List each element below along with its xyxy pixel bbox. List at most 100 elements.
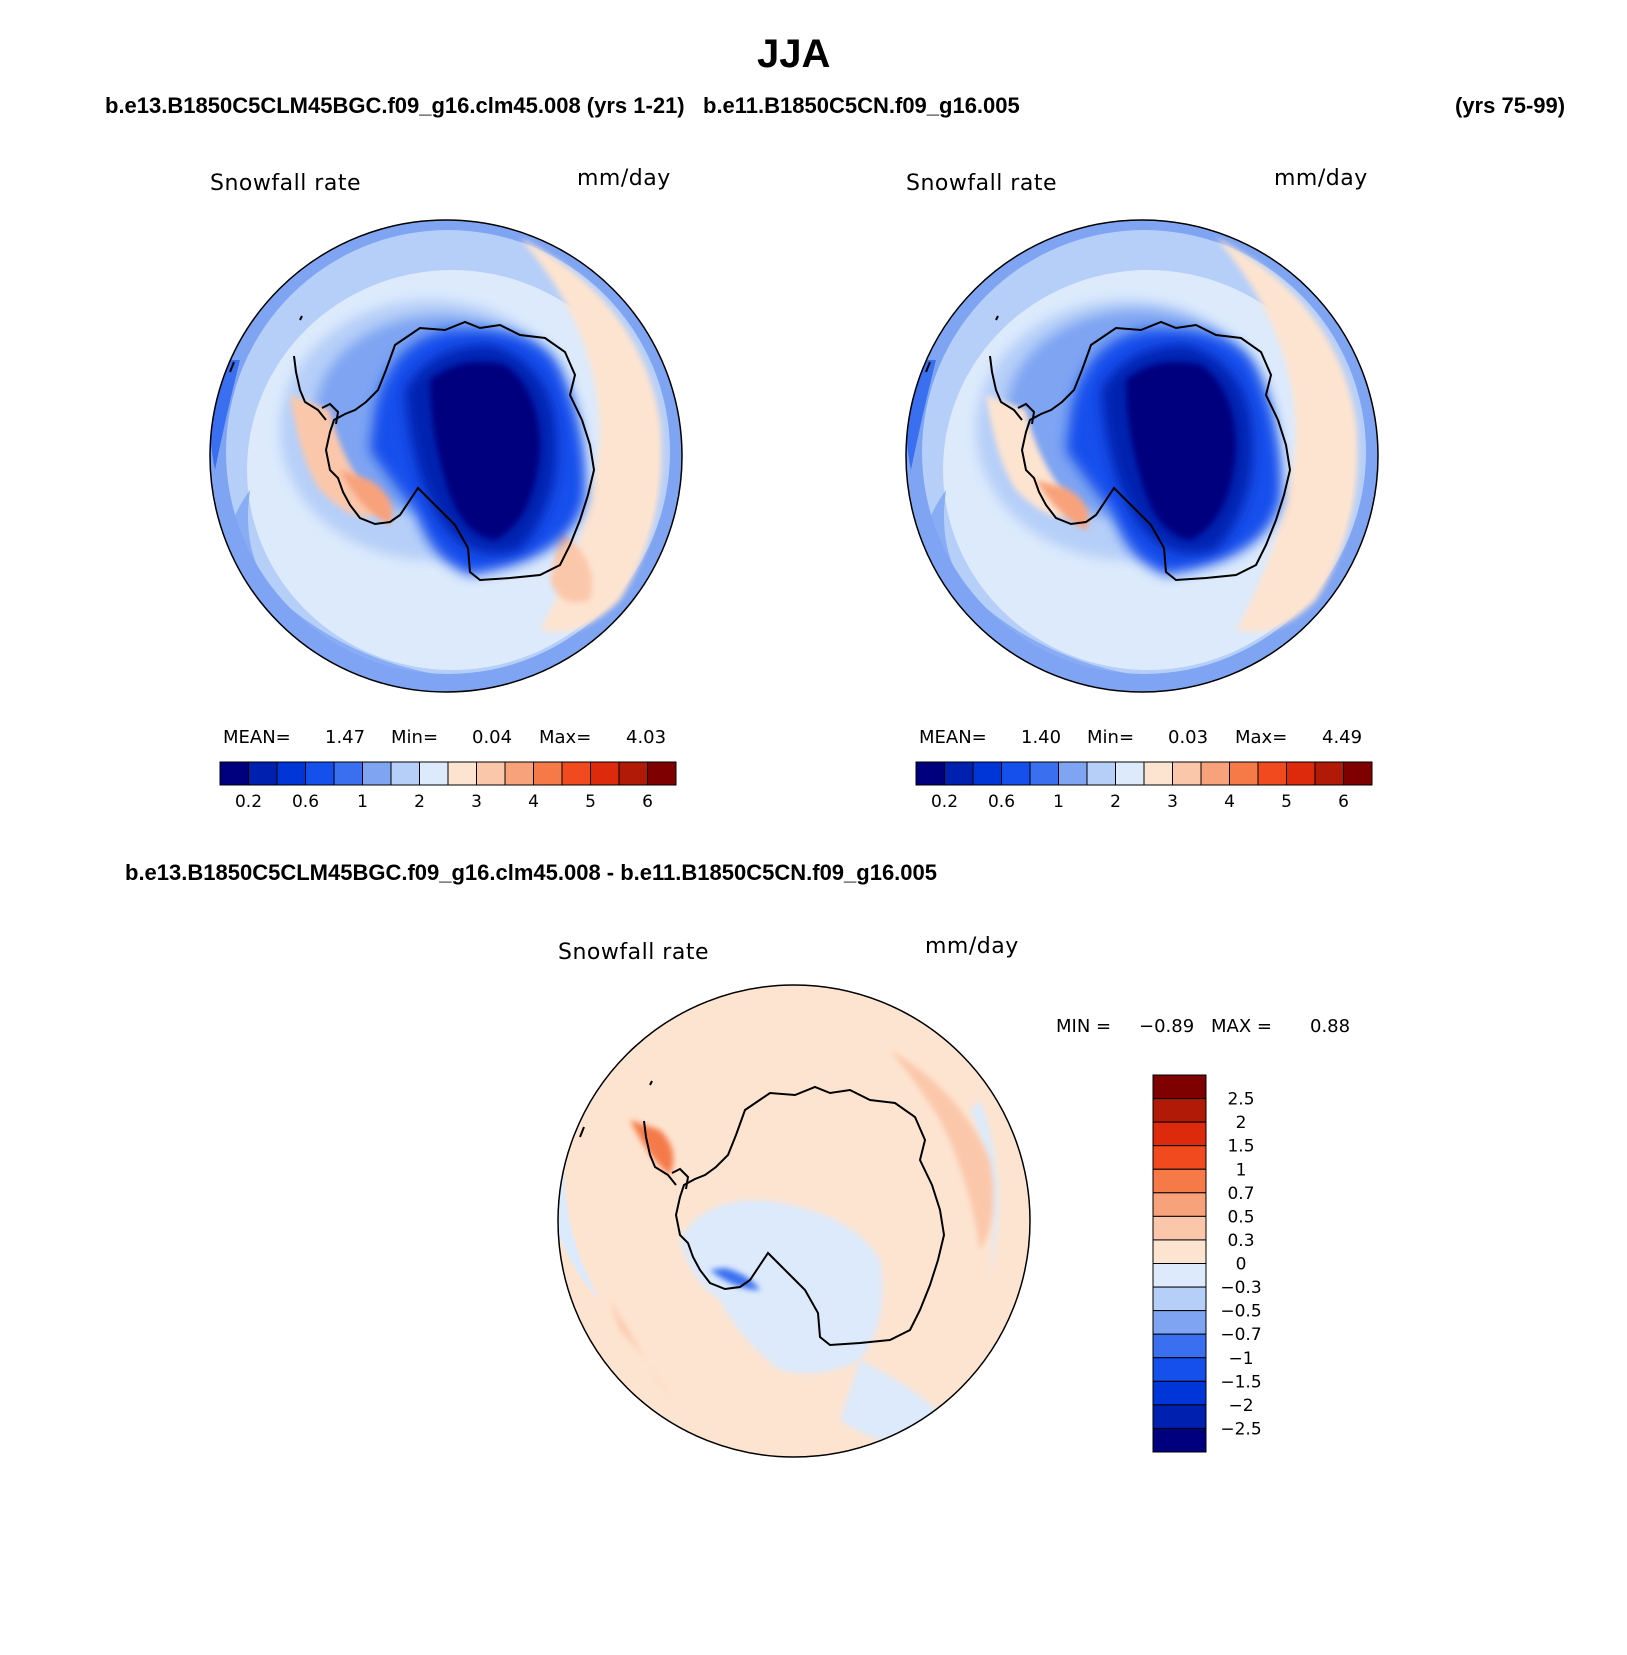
panel3-colorbar-swatch-13 xyxy=(1152,1380,1207,1406)
panel3-colorbar-tick-label: 0.5 xyxy=(1227,1207,1254,1227)
panel3-antarctica-coastline xyxy=(674,1085,946,1347)
panel3-colorbar-swatch-11 xyxy=(1152,1333,1207,1359)
panel3-colorbar-swatch-8 xyxy=(1152,1263,1207,1288)
panel3-colorbar-tick-label: 2 xyxy=(1236,1113,1247,1133)
panel2-colorbar-swatch-6 xyxy=(1086,761,1116,786)
panel1-ice-shelf-coastline xyxy=(321,402,340,425)
panel1-min-value: 0.04 xyxy=(472,727,513,748)
panel3-colorbar-swatch-3 xyxy=(1152,1145,1207,1170)
panel3-units-label: mm/day xyxy=(925,934,1019,959)
panel1-colorbar-swatch-9 xyxy=(476,761,506,786)
panel2-field-peninsula-hot xyxy=(1036,480,1089,530)
panel2-colorbar-swatch-7 xyxy=(1115,761,1145,786)
panel1-island-coastlines xyxy=(229,315,303,373)
panel3-colorbar-swatch-14 xyxy=(1152,1404,1207,1429)
panel2-colorbar-swatch-5 xyxy=(1058,761,1088,786)
panel1-max-label: Max= xyxy=(539,727,592,748)
panel3-colorbar-swatch-9 xyxy=(1152,1286,1207,1312)
panel1-mean-label: MEAN= xyxy=(223,727,291,748)
panel2-colorbar-swatch-4 xyxy=(1029,761,1059,786)
panel3-colorbar: 2.5 2 1.5 1 0.7 0.5 0.3 0 −0.3 −0.5 −0.7 −1 −1.5 −2 −2… xyxy=(1152,1074,1262,1453)
panel1-colorbar-swatch-14 xyxy=(618,761,648,786)
panel1-colorbar-tick-label: 0.2 xyxy=(235,792,262,812)
panel1-colorbar-swatch-7 xyxy=(419,761,449,786)
panel1-field-warm-patch xyxy=(550,530,592,603)
panel1-colorbar: 0.2 0.6 1 2 3 4 5 6 xyxy=(219,761,677,812)
panel2-colorbar-tick-label: 6 xyxy=(1338,792,1349,812)
panel1-colorbar-swatch-8 xyxy=(447,761,477,786)
panel3-colorbar-tick-label: 2.5 xyxy=(1227,1090,1254,1110)
panel3-map-border xyxy=(557,984,1031,1458)
panel3-colorbar-swatch-15 xyxy=(1152,1427,1207,1453)
panel2-colorbar-swatch-15 xyxy=(1343,761,1373,786)
panel2-field-south-band xyxy=(921,490,1296,690)
panel2-variable-label: Snowfall rate xyxy=(906,171,1057,196)
panel3-colorbar-tick-label: 0.3 xyxy=(1227,1231,1254,1251)
panel1-colorbar-swatch-15 xyxy=(647,761,677,786)
panel2-peninsula-coastline xyxy=(989,355,1023,421)
panel1-colorbar-swatch-0 xyxy=(219,761,249,786)
panel2-colorbar-tick-label: 3 xyxy=(1167,792,1178,812)
panel3-field-ross-coast-neg xyxy=(710,1268,760,1290)
panel1-colorbar-tick-label: 5 xyxy=(585,792,596,812)
panel2-field-warm-east xyxy=(1216,238,1358,632)
panel2-island-coastlines xyxy=(925,315,999,373)
panel1-colorbar-tick-label: 2 xyxy=(414,792,425,812)
panel3-field-ross-neg xyxy=(680,1200,883,1374)
panel2-max-label: Max= xyxy=(1235,727,1288,748)
panel3-colorbar-swatch-6 xyxy=(1152,1215,1207,1241)
panel3-colorbar-tick-label: −2 xyxy=(1228,1396,1253,1416)
panel2-colorbar-swatch-8 xyxy=(1143,761,1173,786)
top-right-years-label: (yrs 75-99) xyxy=(1455,93,1566,118)
panel3-min-label: MIN = xyxy=(1056,1016,1112,1037)
panel3-min-value: −0.89 xyxy=(1139,1016,1195,1037)
panel3-colorbar-tick-label: −0.3 xyxy=(1220,1278,1261,1298)
panel2-mean-value: 1.40 xyxy=(1021,727,1062,748)
panel1-colorbar-swatch-1 xyxy=(248,761,278,786)
panel2-colorbar-swatch-10 xyxy=(1200,761,1230,786)
panel2-colorbar-swatch-1 xyxy=(944,761,974,786)
panel3-colorbar-tick-label: 0 xyxy=(1236,1255,1247,1275)
panel2-colorbar-swatch-12 xyxy=(1257,761,1287,786)
panel3-colorbar-swatch-12 xyxy=(1152,1357,1207,1382)
panel1-field-south-band xyxy=(225,490,600,690)
panel3-field-peninsula-pos xyxy=(630,1120,674,1175)
panel2-colorbar-swatch-9 xyxy=(1172,761,1202,786)
panel1-max-value: 4.03 xyxy=(626,727,667,748)
panel3-colorbar-swatch-10 xyxy=(1152,1310,1207,1335)
panel3-colorbar-tick-label: 0.7 xyxy=(1227,1184,1254,1204)
panel1-colorbar-tick-label: 3 xyxy=(471,792,482,812)
panel1-peninsula-coastline xyxy=(293,355,327,421)
panel2-colorbar-swatch-13 xyxy=(1286,761,1316,786)
diff-case-label: b.e13.B1850C5CLM45BGC.f09_g16.clm45.008 … xyxy=(125,860,938,885)
panel3-colorbar-tick-label: −1.5 xyxy=(1220,1372,1261,1392)
panel2-colorbar-tick-label: 2 xyxy=(1110,792,1121,812)
panel2-mean-label: MEAN= xyxy=(919,727,987,748)
panel1-colorbar-swatch-13 xyxy=(590,761,620,786)
panel3-colorbar-swatch-0 xyxy=(1152,1074,1207,1100)
panel3-island-coastlines xyxy=(579,1080,653,1138)
panel1-field-plateau-core xyxy=(430,362,540,540)
panel3-colorbar-tick-label: 1 xyxy=(1236,1160,1247,1180)
panel2-map-border xyxy=(905,219,1379,693)
panel1-map-border xyxy=(209,219,683,693)
panel3-colorbar-tick-label: −0.7 xyxy=(1220,1325,1261,1345)
panel3-ice-shelf-coastline xyxy=(671,1167,690,1190)
panel2-max-value: 4.49 xyxy=(1322,727,1363,748)
figure-title: JJA xyxy=(757,32,831,76)
top-left-case-label: b.e13.B1850C5CLM45BGC.f09_g16.clm45.008 … xyxy=(105,93,685,118)
panel2-colorbar-swatch-14 xyxy=(1314,761,1344,786)
panel3-max-value: 0.88 xyxy=(1310,1016,1351,1037)
panel3-colorbar-tick-label: −0.5 xyxy=(1220,1302,1261,1322)
panel2-map xyxy=(905,219,1379,693)
panel1-min-label: Min= xyxy=(391,727,439,748)
panel2-colorbar-tick-label: 5 xyxy=(1281,792,1292,812)
top-right-case-label: b.e11.B1850C5CN.f09_g16.005 xyxy=(703,93,1020,118)
panel3-variable-label: Snowfall rate xyxy=(558,940,709,965)
panel2-colorbar-tick-label: 0.2 xyxy=(931,792,958,812)
panel2-colorbar-swatch-11 xyxy=(1229,761,1259,786)
panel3-field-east-pos xyxy=(890,1050,994,1250)
panel1-colorbar-swatch-4 xyxy=(333,761,363,786)
panel3-colorbar-swatch-7 xyxy=(1152,1239,1207,1264)
